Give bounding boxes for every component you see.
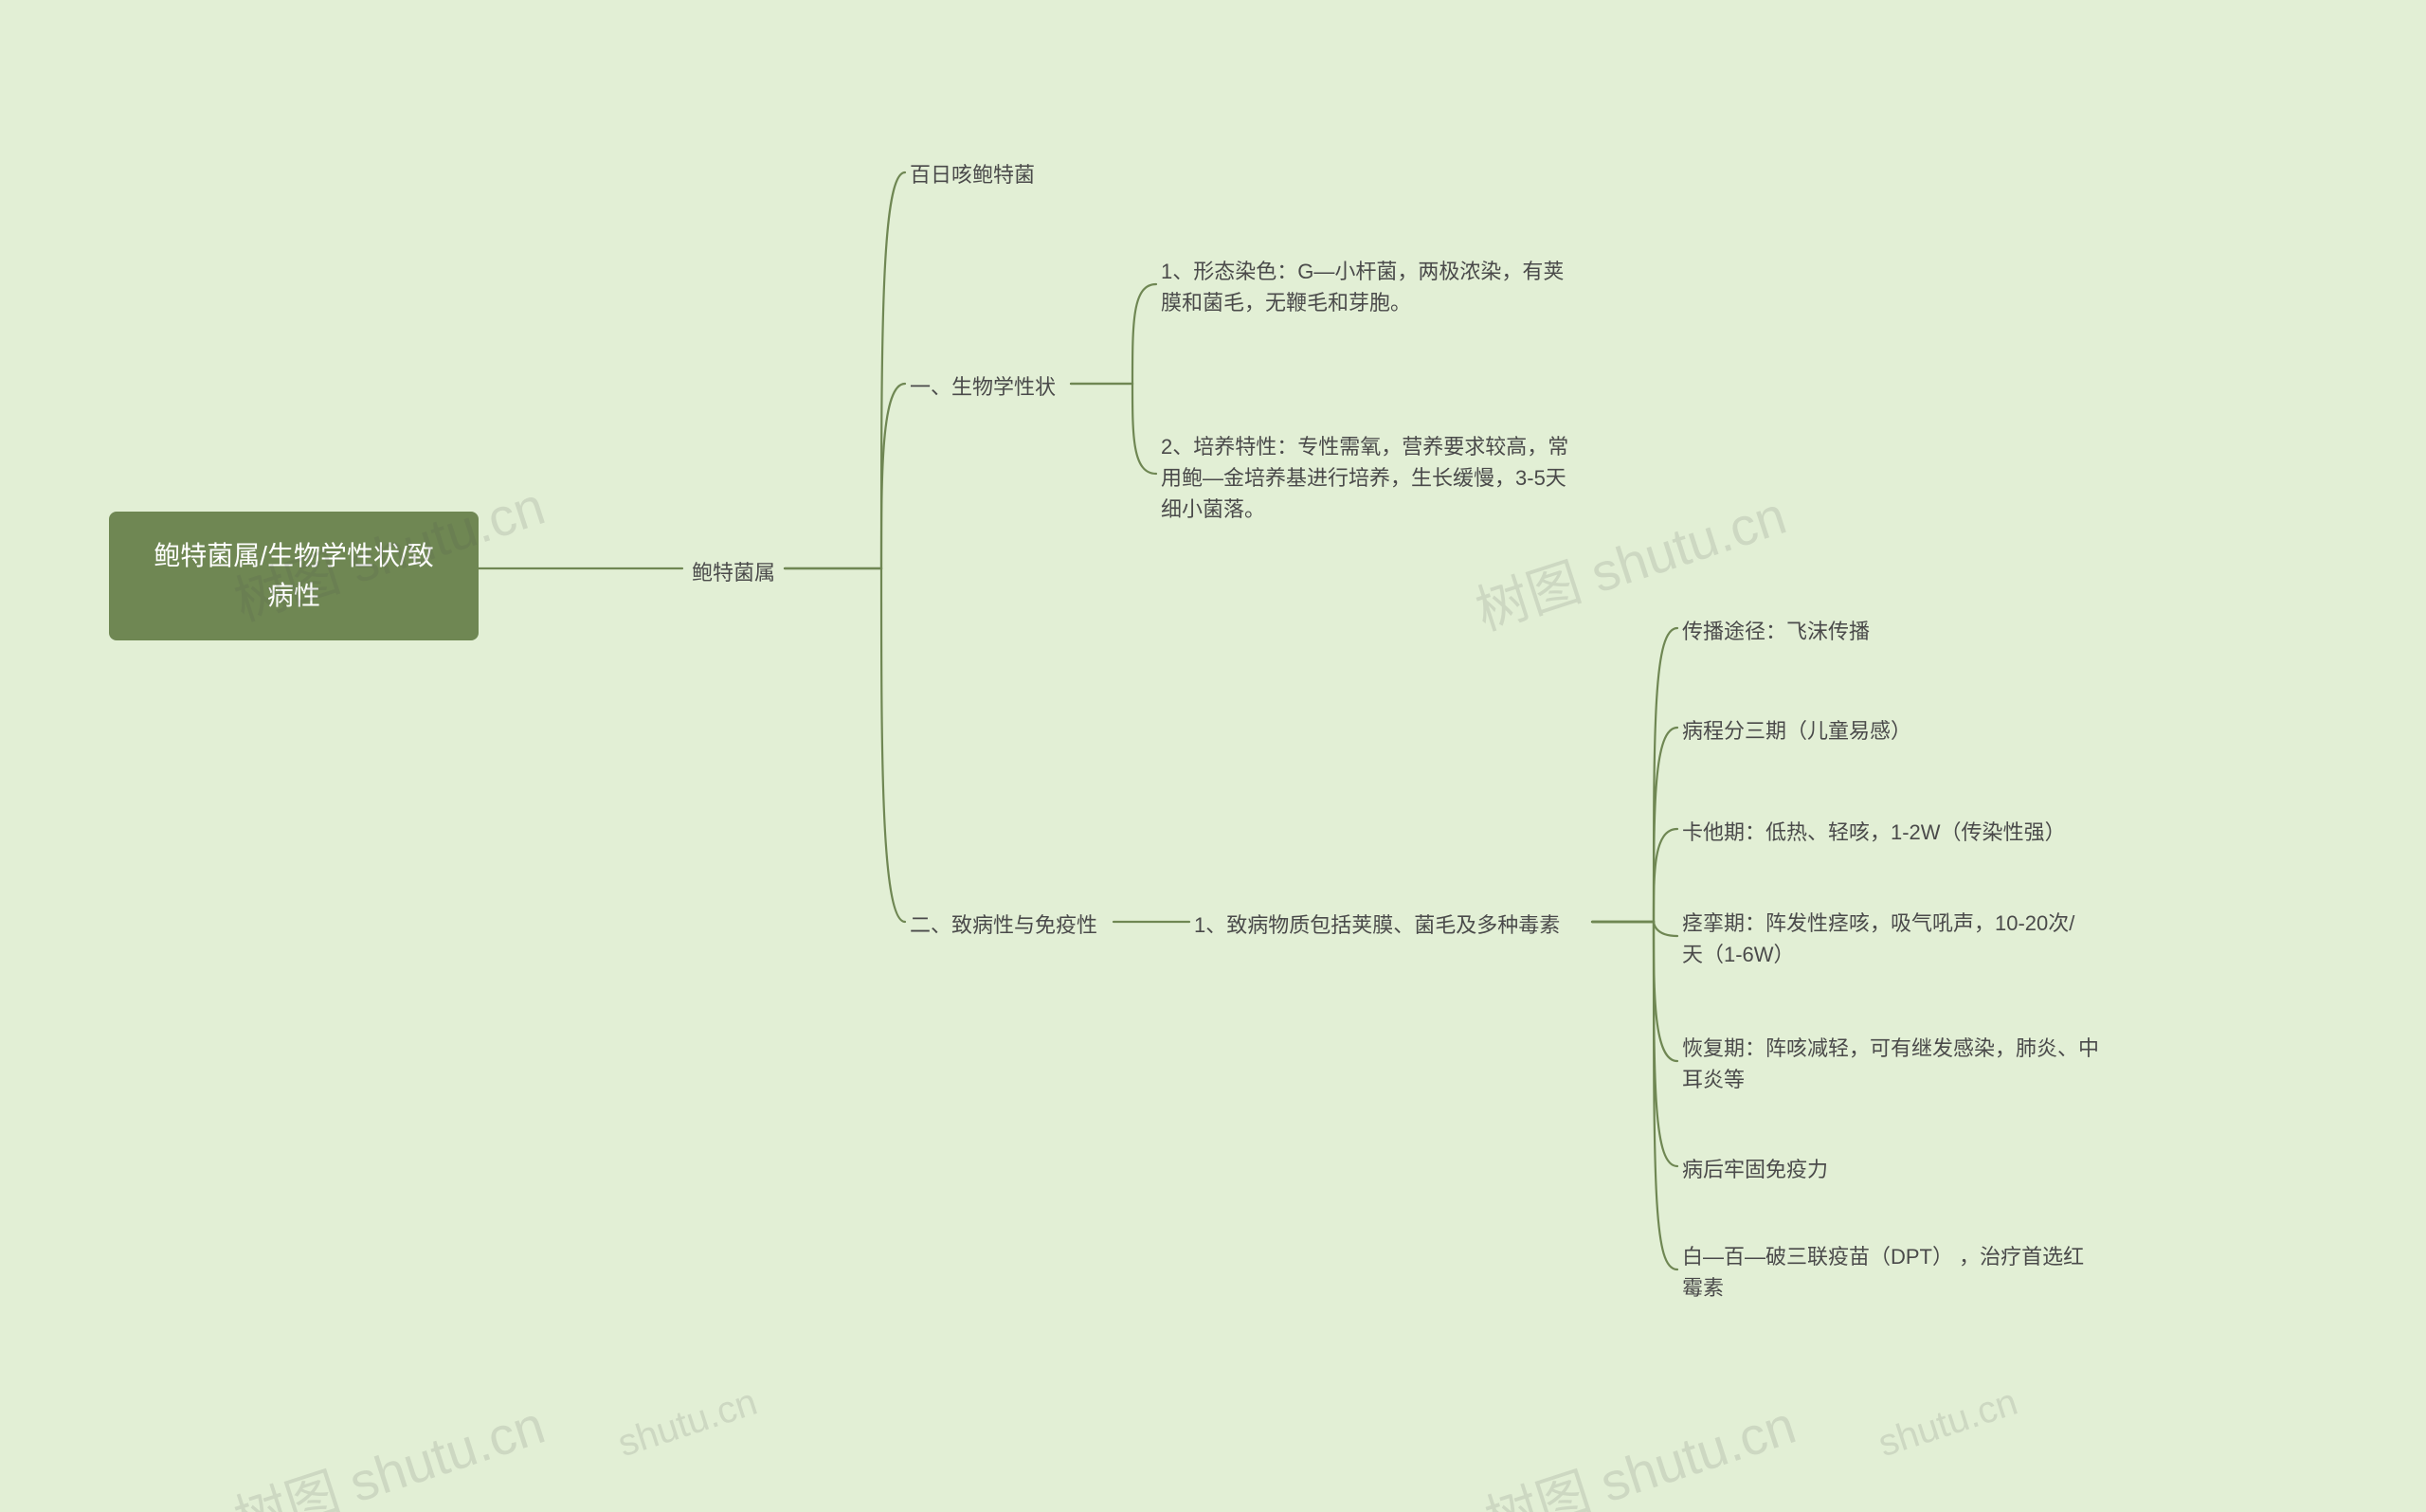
conn-sub-c4 [1592,922,1677,936]
node-path-child-5[interactable]: 恢复期：阵咳减轻，可有继发感染，肺炎、中 耳炎等 [1682,1033,2099,1095]
node-path-sub[interactable]: 1、致病物质包括荚膜、菌毛及多种毒素 [1194,909,1560,941]
node-bio-child-1[interactable]: 1、形态染色：G—小杆菌，两极浓染，有荚 膜和菌毛，无鞭毛和芽胞。 [1161,256,1564,318]
conn-l1-path [785,568,905,922]
conn-bio-c2 [1071,384,1156,474]
node-level1[interactable]: 鲍特菌属 [692,557,775,588]
node-path-child-2[interactable]: 病程分三期（儿童易感） [1682,715,1911,747]
conn-l1-bio [785,384,905,568]
conn-sub-c6 [1592,922,1677,1166]
node-path-child-4[interactable]: 痉挛期：阵发性痉咳，吸气吼声，10-20次/ 天（1-6W） [1682,908,2074,970]
conn-l1-top [785,172,905,568]
node-branch-top[interactable]: 百日咳鲍特菌 [910,159,1035,190]
node-path-child-3[interactable]: 卡他期：低热、轻咳，1-2W（传染性强） [1682,817,2066,848]
conn-sub-c2 [1592,728,1677,922]
conn-sub-c1 [1592,628,1677,922]
node-branch-path[interactable]: 二、致病性与免疫性 [910,909,1097,941]
watermark: 树图 shutu.cn [224,1383,553,1512]
watermark: 树图 shutu.cn [1475,1383,1804,1512]
root-node[interactable]: 鲍特菌属/生物学性状/致 病性 [109,512,479,640]
conn-sub-c3 [1592,829,1677,922]
conn-bio-c1 [1071,284,1156,384]
conn-sub-c5 [1592,922,1677,1061]
node-path-child-6[interactable]: 病后牢固免疫力 [1682,1154,1828,1185]
node-branch-bio[interactable]: 一、生物学性状 [910,371,1056,403]
watermark: shutu.cn [613,1381,763,1467]
node-bio-child-2[interactable]: 2、培养特性：专性需氧，营养要求较高，常 用鲍—金培养基进行培养，生长缓慢，3-… [1161,431,1568,525]
conn-sub-c7 [1592,922,1677,1269]
node-path-child-1[interactable]: 传播途径：飞沫传播 [1682,616,1870,647]
watermark: shutu.cn [1874,1381,2023,1467]
node-path-child-7[interactable]: 白—百—破三联疫苗（DPT） ，治疗首选红 霉素 [1682,1241,2084,1304]
